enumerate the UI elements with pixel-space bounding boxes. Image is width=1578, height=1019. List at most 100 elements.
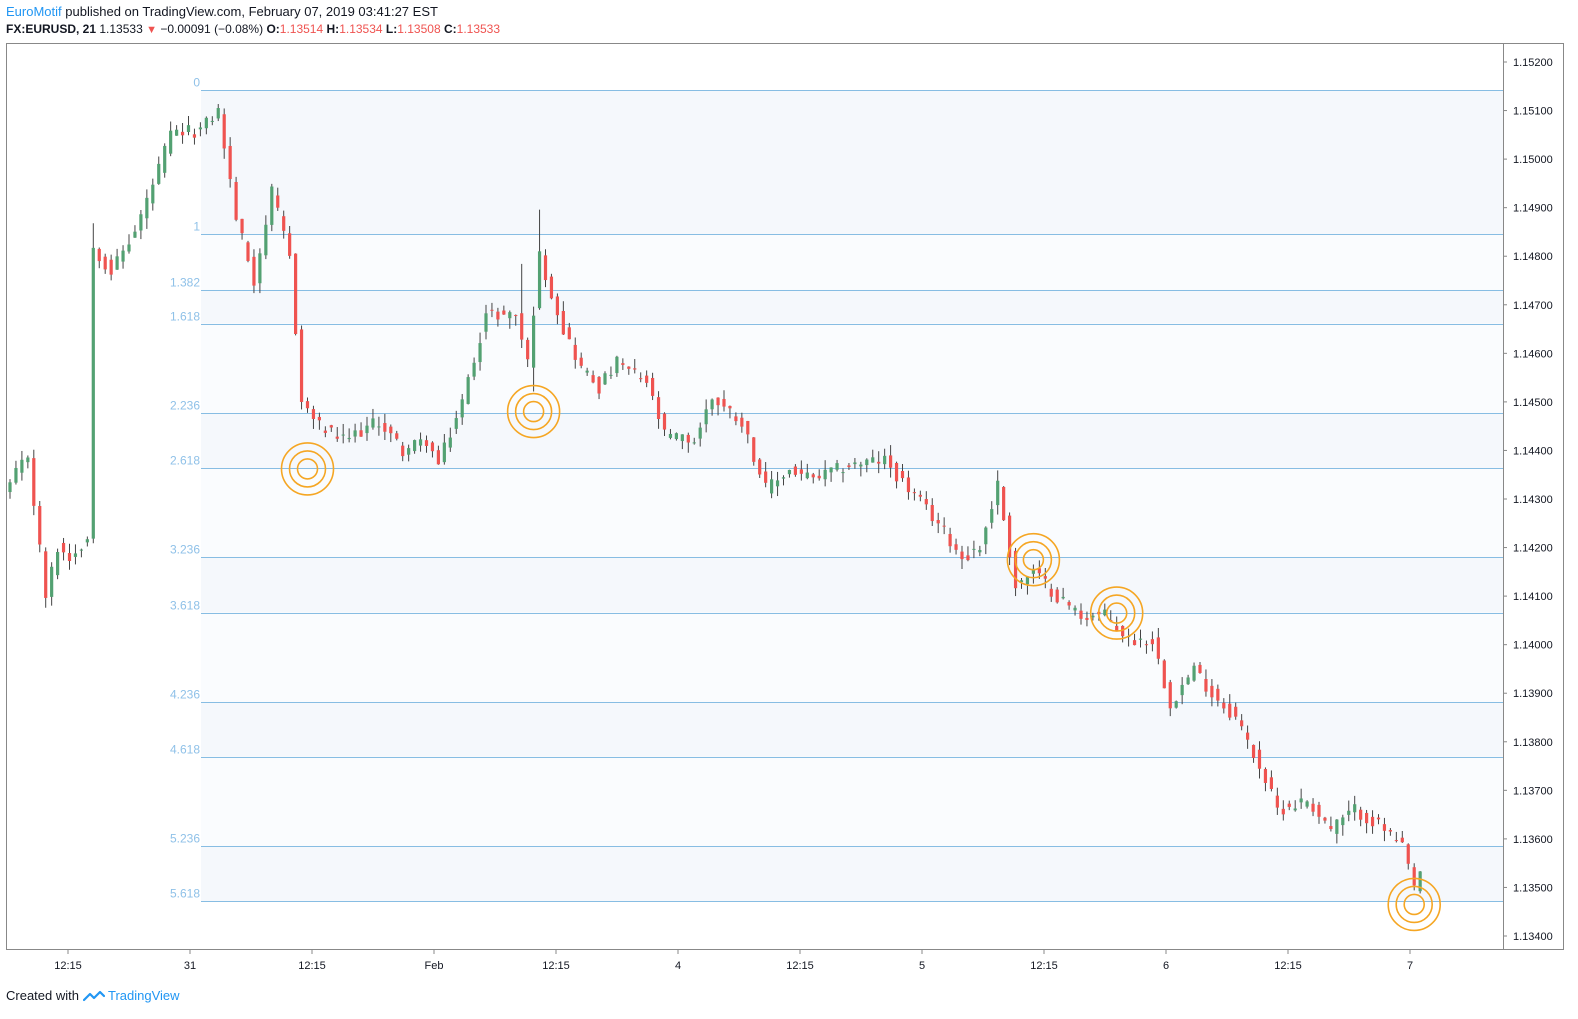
candle [466, 374, 470, 405]
tradingview-brand-link[interactable]: TradingView [107, 988, 180, 1003]
candle [829, 467, 833, 482]
candle [85, 536, 89, 547]
candle [1382, 817, 1387, 842]
y-tick-label: 1.14800 [1513, 251, 1553, 263]
high-label: H: [326, 22, 340, 36]
fib-label-2.236: 2.236 [170, 399, 200, 413]
candle [115, 248, 119, 270]
candle [1144, 640, 1149, 654]
fib-extension[interactable]: 0 1 1.382 1.618 2.236 2.618 3.236 3.618 4.236 4.6… [170, 76, 1503, 902]
last-price: 1.13533 [99, 22, 143, 36]
author-link[interactable]: EuroMotif [6, 4, 62, 19]
candle [1234, 702, 1238, 720]
fib-band-7 [201, 612, 1503, 702]
candle [1174, 700, 1178, 709]
candle [192, 128, 197, 145]
candle [978, 545, 982, 557]
candle [1156, 627, 1160, 665]
candle [389, 424, 393, 443]
created-with-text: Created with [6, 988, 79, 1003]
candle [775, 471, 780, 497]
price-axis[interactable]: 1.15200 1.15100 1.15000 1.14900 1.14800 1.147… [1503, 57, 1553, 943]
candle [341, 423, 345, 444]
candle [835, 459, 839, 472]
candle [645, 370, 649, 388]
close-label: C: [443, 22, 457, 36]
candle [799, 460, 803, 481]
candle [912, 488, 916, 501]
y-tick-label: 1.15200 [1513, 57, 1553, 69]
y-tick-label: 1.14000 [1513, 640, 1553, 652]
candle [906, 470, 911, 500]
candle [871, 449, 875, 463]
fib-label-5.236: 5.236 [170, 832, 200, 846]
candle [567, 322, 571, 340]
x-tick-label: 12:15 [786, 960, 814, 972]
candle [359, 422, 363, 437]
candle [847, 463, 851, 470]
candle [175, 125, 179, 136]
candle [270, 183, 274, 232]
candle [1341, 814, 1345, 836]
fib-band-6 [201, 557, 1503, 613]
candle [984, 526, 988, 555]
candle [353, 423, 357, 443]
x-tick-label: Feb [425, 960, 444, 972]
fib-label-3.618: 3.618 [170, 599, 200, 613]
candle [478, 332, 482, 371]
time-axis[interactable]: 12:15 31 12:15 Feb 12:15 4 12:15 5 12:15 6 12:15 7 [54, 950, 1413, 972]
candle [1406, 843, 1410, 870]
high-value: 1.13534 [339, 22, 383, 36]
candle [228, 137, 232, 188]
candle [514, 314, 518, 326]
plot-border [6, 43, 1564, 950]
candle [1299, 788, 1303, 809]
candle [668, 428, 673, 440]
candle [1204, 669, 1208, 697]
fib-label-3.236: 3.236 [170, 543, 200, 557]
open-value: 1.13514 [279, 22, 324, 36]
low-value: 1.13508 [397, 22, 441, 36]
y-tick-label: 1.13700 [1513, 785, 1553, 797]
candle [1418, 871, 1422, 894]
candle [704, 399, 708, 433]
target-circle-3 [1089, 586, 1144, 640]
candle [960, 545, 964, 569]
candle [496, 307, 500, 327]
candle [157, 156, 161, 185]
candle [1162, 659, 1166, 689]
candle [1317, 801, 1321, 824]
candle [609, 366, 613, 379]
candle [1150, 631, 1154, 652]
candle [966, 546, 970, 562]
y-tick-label: 1.14600 [1513, 348, 1553, 360]
candle [413, 439, 417, 454]
fib-band-9 [201, 756, 1503, 847]
candle [1049, 583, 1053, 602]
tradingview-logo-icon [82, 990, 105, 1001]
candle [240, 218, 244, 240]
price-chart[interactable]: 0 1 1.382 1.618 2.236 2.618 3.236 3.618 4.236 4.6… [0, 0, 1578, 985]
candle [716, 397, 720, 416]
candle [615, 355, 619, 377]
candle [1335, 819, 1339, 844]
candle [1055, 587, 1059, 604]
candle [764, 462, 768, 488]
candle [894, 461, 899, 489]
candle [133, 225, 137, 238]
candle [1263, 767, 1268, 792]
target-circle-2 [1006, 532, 1061, 587]
candle [288, 225, 292, 259]
candle [1222, 698, 1226, 714]
candle [436, 445, 440, 465]
candle [1180, 677, 1184, 705]
down-arrow-icon: ▼ [146, 24, 157, 36]
candle [1323, 816, 1327, 824]
candle [502, 305, 506, 315]
candle [722, 390, 726, 412]
candle [1061, 587, 1065, 600]
candle [311, 405, 316, 429]
candle [698, 422, 702, 447]
candle [710, 398, 714, 416]
fib-band-2 [201, 289, 1503, 324]
